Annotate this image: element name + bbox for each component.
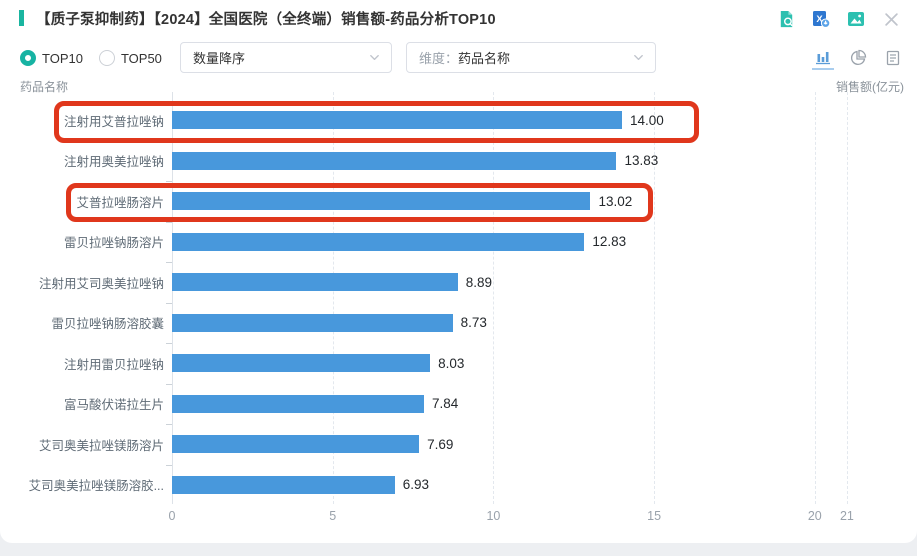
bar[interactable] [172,435,420,454]
bar-row: 注射用艾司奥美拉唑钠 8.89 [0,262,917,303]
bar-chart-icon[interactable] [812,46,834,70]
bar-row: 注射用艾普拉唑钠 14.00 [0,100,917,141]
radio-top50-label: TOP50 [120,50,162,66]
bar[interactable] [172,111,622,130]
x-tick-label: 5 [329,509,337,523]
bar[interactable] [172,151,617,170]
pie-chart-icon[interactable] [847,47,869,69]
category-label: 注射用艾司奥美拉唑钠 [38,276,164,291]
y-axis-tick [166,140,172,142]
radio-top10[interactable]: TOP10 [20,50,83,66]
category-label: 注射用雷贝拉唑钠 [63,357,164,372]
excel-export-icon[interactable]: X [811,9,831,29]
image-export-icon[interactable] [846,9,866,29]
x-axis-title: 销售额(亿元) [836,80,904,94]
radio-top50[interactable]: TOP50 [98,50,162,66]
highlight-annotation-box [54,101,699,143]
radio-top10-label: TOP10 [42,50,83,66]
value-label: 14.00 [629,112,664,128]
radio-top50-dot [98,50,115,66]
y-axis-title: 药品名称 [20,80,69,94]
value-label: 13.02 [598,193,633,209]
value-label: 7.69 [427,436,454,452]
category-label: 注射用艾普拉唑钠 [63,114,164,129]
close-icon[interactable] [881,9,901,29]
category-label: 注射用奥美拉唑钠 [63,155,164,170]
axis-line [172,92,173,504]
bar-row: 雷贝拉唑钠肠溶胶囊 8.73 [0,303,917,344]
value-label: 13.83 [624,153,659,169]
x-tick-label: 10 [486,509,501,523]
value-label: 8.89 [465,274,492,290]
header-icon-group: X [776,9,901,29]
value-label: 7.84 [431,396,459,412]
report-icon[interactable] [882,47,904,69]
category-label: 雷贝拉唑钠肠溶胶囊 [51,317,164,332]
sort-order-value: 数量降序 [193,51,246,66]
gridline [332,92,334,504]
bar[interactable] [172,273,458,292]
category-label: 艾司奥美拉唑镁肠溶片 [38,438,164,453]
bar-row: 富马酸伏诺拉生片 7.84 [0,384,917,425]
chevron-down-icon [370,54,379,61]
bar[interactable] [172,475,395,494]
bar-row: 艾普拉唑肠溶片 13.02 [0,181,917,222]
y-axis-tick [166,383,172,385]
bar-row: 注射用雷贝拉唑钠 8.03 [0,343,917,384]
x-tick-label: 20 [807,509,822,523]
chart-axis-titles: 药品名称 销售额(亿元) [20,78,904,94]
bar-row: 艾司奥美拉唑镁肠溶胶... 6.93 [0,465,917,506]
top-radio-group: TOP10 TOP50 [20,50,162,66]
y-axis-tick [166,262,172,263]
y-axis-tick [166,302,172,304]
x-tick-label: 15 [647,509,662,523]
page-title: 【质子泵抑制药】【2024】全国医院（全终端）销售额-药品分析TOP10 [36,12,496,28]
value-label: 12.83 [592,234,627,250]
doc-search-icon[interactable] [776,9,796,29]
value-label: 8.73 [460,315,487,331]
svg-text:X: X [816,14,823,25]
y-axis-tick [166,343,172,344]
y-axis-tick [166,424,172,425]
chevron-down-icon [634,54,643,61]
y-axis-tick [166,181,172,182]
gridline [814,92,816,504]
bar[interactable] [172,354,431,373]
x-tick-label: 21 [839,509,854,523]
bar[interactable] [172,394,424,413]
y-axis-tick [166,221,172,223]
analysis-panel: 【质子泵抑制药】【2024】全国医院（全终端）销售额-药品分析TOP10 X [0,0,917,543]
value-label: 6.93 [402,477,429,493]
gridline [654,92,656,504]
sort-order-select[interactable]: 数量降序 [180,42,392,73]
value-label: 8.03 [438,355,465,371]
bar[interactable] [172,313,453,332]
highlight-annotation-box [66,183,653,222]
bar[interactable] [172,232,585,251]
bar-row: 注射用奥美拉唑钠 13.83 [0,141,917,182]
x-tick-label: 0 [168,509,176,523]
gridline [493,92,495,504]
bar-row: 艾司奥美拉唑镁肠溶片 7.69 [0,424,917,465]
category-label: 富马酸伏诺拉生片 [63,398,164,413]
title-accent-bar [19,10,24,26]
bar-row: 雷贝拉唑钠肠溶片 12.83 [0,222,917,263]
bar[interactable] [172,192,591,211]
dimension-value: 药品名称 [458,51,511,66]
dimension-select[interactable]: 维度： 药品名称 [406,42,656,73]
dimension-prefix: 维度： [419,51,459,66]
category-label: 雷贝拉唑钠肠溶片 [63,236,164,251]
view-switch-group [812,46,904,70]
category-label: 艾普拉唑肠溶片 [76,195,164,210]
controls-row: TOP10 TOP50 数量降序 维度： 药品名称 [0,42,917,74]
y-axis-tick [166,464,172,466]
category-label: 艾司奥美拉唑镁肠溶胶... [28,479,164,494]
radio-top10-dot [20,50,36,66]
gridline [846,92,848,504]
